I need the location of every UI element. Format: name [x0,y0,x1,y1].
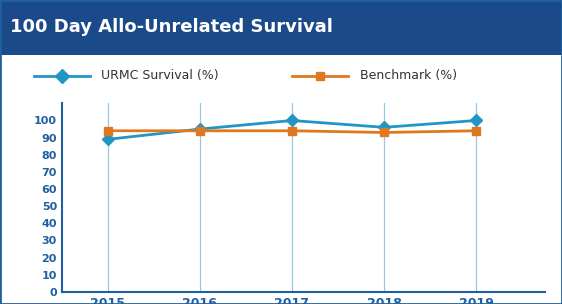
Text: 100 Day Allo-Unrelated Survival: 100 Day Allo-Unrelated Survival [10,18,333,36]
Text: URMC Survival (%): URMC Survival (%) [101,70,219,82]
Text: Benchmark (%): Benchmark (%) [360,70,457,82]
